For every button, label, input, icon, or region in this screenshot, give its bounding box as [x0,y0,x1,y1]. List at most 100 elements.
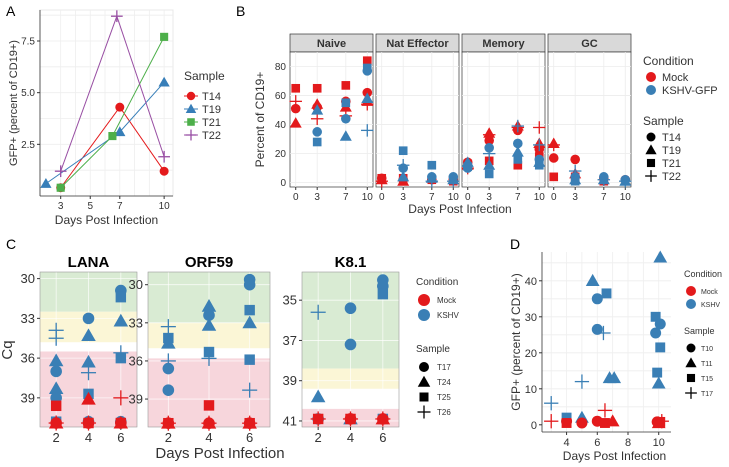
legend-marker [186,91,196,101]
data-point [312,83,322,93]
data-point [362,63,372,73]
legend-label: T17 [437,363,451,372]
x-tick-label: 10 [534,192,546,203]
data-point [544,414,559,429]
data-point [591,293,603,305]
legend-label: T21 [202,117,221,129]
data-point [115,417,127,429]
legend-marker [418,309,430,321]
data-point [600,418,610,428]
data-point [158,76,170,87]
facet-strip-label: Nat Effector [386,38,449,50]
y-tick-label: 10 [525,384,537,396]
legend-label: T17 [701,391,713,398]
data-point [81,354,96,368]
data-point [596,325,611,341]
data-point [160,32,169,41]
legend-title: Condition [684,269,722,279]
data-point [158,150,170,163]
x-tick-label: 10 [362,192,374,203]
data-point [654,318,666,330]
y-tick-label: 36 [21,351,35,366]
x-axis-title: Days Post Infection [563,449,666,463]
data-point [561,412,572,423]
x-tick-label: 7 [601,192,607,203]
x-tick-label: 10 [159,201,171,212]
legend-title: Sample [684,326,715,336]
data-point [48,353,64,367]
data-point [362,56,372,66]
data-point [483,159,496,170]
legend-label: T14 [662,132,681,144]
data-point [289,117,302,128]
legend-marker [187,118,195,126]
x-tick-label: 7 [343,192,349,203]
x-axis-title: Days Post Infection [55,213,158,227]
legend-label: T22 [662,171,681,183]
data-point [605,414,620,427]
panel-label-d: D [510,236,520,252]
legend-title: Sample [416,344,450,355]
data-point [160,415,176,431]
data-point [375,411,391,427]
y-tick-label: 33 [129,315,143,330]
x-tick-label: 7 [117,201,123,212]
legend-marker [646,158,656,168]
data-point [113,390,129,406]
data-point [653,250,668,263]
data-point [601,288,612,299]
data-point [50,400,62,412]
legend-marker [417,375,431,387]
y-tick-label: 30 [129,277,143,292]
data-point [591,323,603,335]
x-tick-label: 4 [564,437,570,449]
y-tick-label: 30 [21,271,35,286]
data-point [655,342,666,353]
data-point [201,299,217,312]
facet-strip-label: GC [581,38,598,50]
y-tick-label: 5.0 [21,88,35,99]
legend-marker [645,170,657,182]
data-point [576,417,588,429]
data-point [115,102,125,112]
legend-marker [685,387,697,399]
data-point [159,166,169,176]
data-point [115,291,127,303]
x-tick-label: 3 [58,201,64,212]
data-point [110,10,123,23]
data-point [548,153,559,163]
data-point [396,158,410,172]
data-point [341,113,351,124]
x-tick-label: 4 [205,430,212,445]
data-point [585,273,600,286]
x-tick-label: 0 [293,192,299,203]
panel-label-c: C [6,236,16,252]
data-point [201,318,217,331]
legend-label: Mock [701,289,718,296]
data-point [48,415,64,431]
legend-marker [419,362,429,372]
x-tick-label: 5 [87,201,93,212]
y-tick-label: 0 [531,420,537,432]
y-tick-label: 39 [283,373,297,388]
x-tick-label: 0 [465,192,471,203]
data-point [243,278,256,291]
legend-title: Sample [184,69,225,83]
data-point [597,403,613,418]
x-tick-label: 10 [620,192,632,203]
y-tick-label: 41 [283,413,297,428]
data-point [242,382,258,398]
data-point [511,146,524,157]
x-axis-title: Days Post Infection [408,202,511,216]
data-point [652,367,663,378]
data-point [341,81,351,90]
data-point [312,137,322,147]
data-point [310,389,326,403]
legend-marker [686,286,696,296]
data-point [377,288,389,300]
y-tick-label: 20 [525,348,537,360]
legend-label: T19 [202,104,221,116]
legend-marker [419,392,429,402]
facet-title: LANA [68,254,110,271]
legend-title: Condition [643,54,694,68]
